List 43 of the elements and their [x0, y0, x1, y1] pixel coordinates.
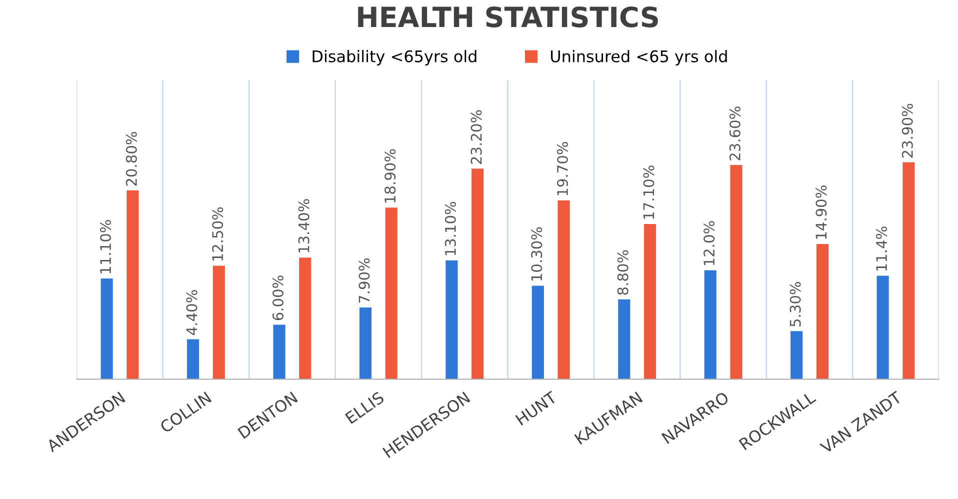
bar: [273, 324, 286, 380]
bar: [212, 266, 225, 380]
data-label: 18.90%: [384, 149, 396, 202]
bar: [816, 244, 828, 380]
data-label: 19.70%: [556, 142, 568, 196]
bar: [299, 258, 312, 380]
data-label: 11.10%: [100, 220, 112, 274]
data-label: 5.30%: [790, 282, 801, 326]
legend-label: Disability <65yrs old: [312, 50, 476, 66]
bar: [730, 165, 742, 380]
data-label: 12.0%: [704, 221, 715, 266]
data-label: 8.80%: [617, 250, 628, 295]
bar: [126, 190, 139, 380]
data-label: 23.90%: [902, 104, 913, 158]
data-label: 17.10%: [643, 166, 654, 219]
bar: [558, 200, 570, 380]
bar: [644, 224, 656, 380]
data-label: 7.90%: [358, 258, 370, 303]
data-label: 4.40%: [186, 290, 198, 335]
data-label: 13.10%: [444, 202, 456, 256]
chart-title: HEALTH STATISTICS: [358, 6, 658, 28]
bar: [446, 260, 458, 380]
data-label: 10.30%: [531, 227, 542, 281]
bar: [359, 308, 372, 380]
bar: [876, 276, 889, 380]
bar: [187, 339, 200, 380]
bar: [704, 270, 716, 380]
bar: [790, 331, 803, 380]
bar: [532, 286, 544, 380]
legend-label: Uninsured <65 yrs old: [551, 50, 727, 66]
bar: [618, 299, 630, 380]
data-label: 14.90%: [816, 186, 827, 239]
data-label: 23.20%: [470, 110, 482, 164]
data-label: 11.4%: [876, 226, 888, 271]
bar: [100, 278, 113, 380]
data-label: 13.40%: [298, 199, 310, 252]
bar: [902, 162, 915, 380]
data-label: 6.00%: [272, 276, 284, 320]
data-label: 12.50%: [212, 207, 224, 261]
data-label: 23.60%: [729, 106, 740, 160]
bar: [385, 208, 398, 380]
bar: [472, 168, 484, 380]
data-label: 20.80%: [126, 132, 137, 186]
